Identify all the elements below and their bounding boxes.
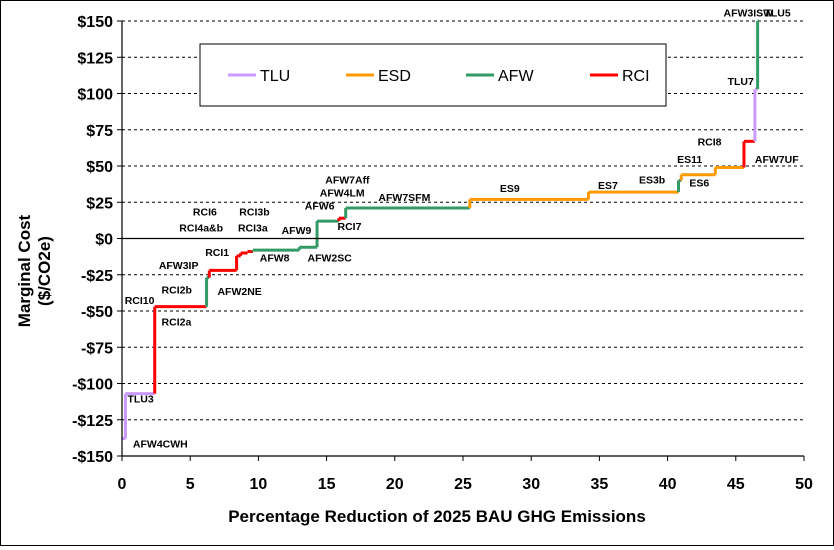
- x-tick-label: 5: [186, 476, 195, 493]
- y-tick-label: -$100: [72, 377, 113, 394]
- cost-curve: [122, 19, 760, 441]
- measure-label: AFW3ISW: [724, 8, 774, 20]
- y-tick-label: $100: [77, 87, 113, 104]
- measure-label: AFW3IP: [159, 260, 199, 272]
- measure-label: AFW9: [282, 225, 312, 237]
- measure-label: AFW6: [305, 201, 335, 213]
- measure-label: RCI4a&b: [179, 222, 223, 234]
- x-tick-label: 10: [250, 476, 268, 493]
- measure-label: ES6: [689, 177, 709, 189]
- x-axis-title: Percentage Reduction of 2025 BAU GHG Emi…: [228, 507, 646, 526]
- measure-label: RCI3a: [238, 222, 268, 234]
- x-tick-label: 30: [522, 476, 540, 493]
- measure-label: RCI3b: [239, 206, 269, 218]
- measure-label: AFW7Aff: [325, 174, 370, 186]
- legend-label-rci: RCI: [622, 68, 650, 85]
- y-tick-label: -$25: [81, 268, 113, 285]
- y-tick-label: $0: [95, 232, 113, 249]
- x-tick-label: 20: [386, 476, 404, 493]
- measure-label: RCI2b: [162, 285, 192, 297]
- y-tick-label: -$50: [81, 304, 113, 321]
- legend-label-afw: AFW: [498, 68, 534, 85]
- measure-label: AFW7UF: [755, 154, 799, 166]
- y-tick-label: $50: [86, 159, 113, 176]
- measure-label: AFW2NE: [217, 286, 261, 298]
- x-tick-label: 0: [118, 476, 127, 493]
- measure-label: TLU5: [764, 8, 790, 20]
- legend-label-tlu: TLU: [260, 68, 290, 85]
- measure-label: ES7: [598, 180, 618, 192]
- measure-label: RCI2a: [162, 317, 192, 329]
- legend-box: [199, 43, 667, 107]
- x-tick-label: 45: [727, 476, 745, 493]
- legend-label-esd: ESD: [378, 68, 411, 85]
- measure-label: TLU3: [127, 393, 153, 405]
- measure-label: AFW4LM: [320, 187, 365, 199]
- y-axis-title-line1: Marginal Cost: [15, 214, 34, 327]
- measure-label: ES11: [677, 154, 702, 166]
- measure-label: RCI10: [125, 295, 155, 307]
- x-tick-label: 25: [454, 476, 472, 493]
- x-tick-label: 35: [591, 476, 609, 493]
- axis-ticks: $150 $125 $100 $75 $50 $25 $0 -$25 -$50 -$75 -$100…: [72, 14, 813, 493]
- y-tick-label: $75: [86, 123, 113, 140]
- x-tick-label: 40: [659, 476, 677, 493]
- measure-label: RCI1: [205, 247, 229, 259]
- axes: [121, 21, 804, 457]
- y-tick-label: $25: [86, 195, 113, 212]
- y-tick-label: $125: [77, 50, 113, 67]
- measure-label: AFW8: [260, 253, 290, 265]
- measure-label: RCI6: [193, 206, 217, 218]
- measure-label: AFW2SC: [308, 253, 353, 265]
- y-tick-label: $150: [77, 14, 113, 31]
- x-tick-label: 15: [318, 476, 336, 493]
- measure-label: TLU7: [728, 76, 754, 88]
- y-tick-label: -$125: [72, 413, 113, 430]
- measure-label: RCI8: [698, 137, 722, 149]
- y-tick-label: -$75: [81, 340, 113, 357]
- y-tick-label: -$150: [72, 449, 113, 466]
- measure-label: AFW7SFM: [378, 192, 430, 204]
- measure-label: RCI7: [338, 221, 362, 233]
- measure-label: ES9: [500, 183, 520, 195]
- y-axis-title-line2: ($/CO2e): [35, 236, 54, 306]
- measure-label: AFW4CWH: [133, 438, 188, 450]
- measure-label: ES3b: [639, 174, 665, 186]
- legend: TLU ESD AFW RCI: [199, 43, 667, 107]
- x-tick-label: 50: [795, 476, 813, 493]
